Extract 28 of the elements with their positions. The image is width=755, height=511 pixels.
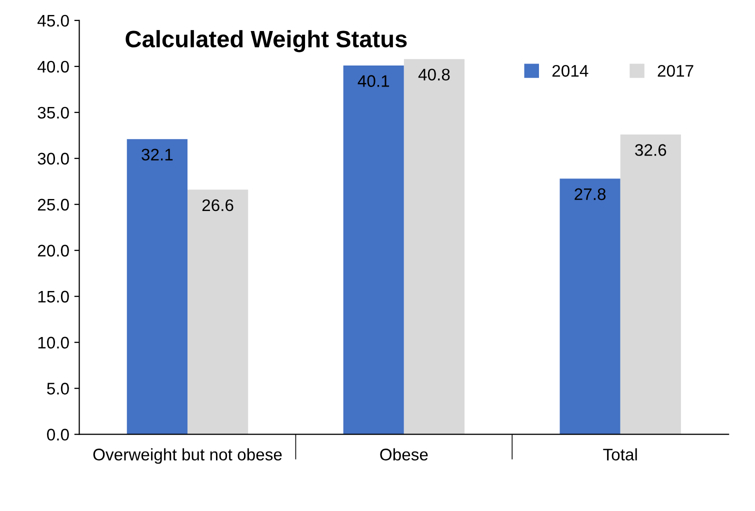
data-label: 32.6 — [635, 144, 666, 156]
y-tick-label: 30.0 — [38, 152, 69, 165]
bar — [620, 134, 681, 434]
data-label: 40.8 — [418, 68, 450, 81]
chart-title: Calculated Weight Status — [126, 30, 407, 52]
x-tick-label: Overweight but not obese — [93, 448, 282, 464]
y-tick-label: 15.0 — [38, 290, 69, 303]
y-tick-label: 45.0 — [38, 14, 69, 27]
y-tick-label: 35.0 — [38, 106, 69, 119]
y-tick-label: 5.0 — [47, 382, 69, 395]
bar — [404, 59, 465, 434]
y-tick-label: 20.0 — [38, 244, 69, 257]
y-tick-label: 0.0 — [47, 428, 69, 441]
data-label: 27.8 — [574, 188, 606, 200]
legend-label: 2014 — [552, 64, 588, 77]
bar — [560, 178, 620, 434]
data-label: 26.6 — [202, 199, 234, 212]
bar — [187, 190, 248, 434]
x-tick-label: Obese — [380, 448, 428, 460]
data-label: 40.1 — [358, 75, 390, 87]
y-tick-label: 25.0 — [38, 198, 69, 211]
y-tick-label: 40.0 — [38, 60, 69, 73]
data-label: 32.1 — [142, 148, 173, 161]
y-tick-label: 10.0 — [38, 336, 69, 349]
legend-label: 2017 — [658, 64, 694, 77]
bar — [126, 139, 188, 434]
bar — [343, 66, 404, 434]
x-tick-label: Total — [603, 448, 637, 460]
